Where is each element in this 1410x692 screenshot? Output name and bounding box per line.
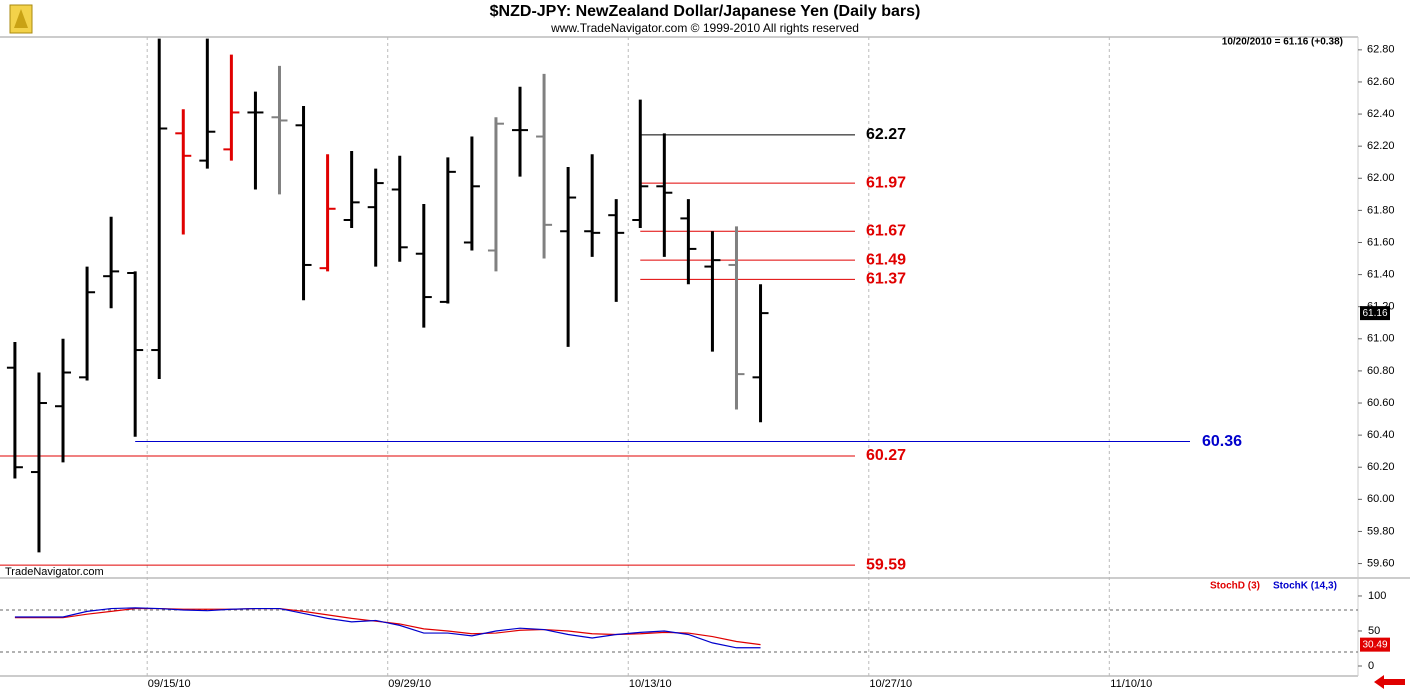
y-tick-label: 50 (1368, 625, 1380, 637)
y-tick-label: 62.60 (1367, 76, 1395, 88)
price-tag (1360, 306, 1390, 321)
legend-entry: StochD (3) (1210, 581, 1260, 592)
y-tick-label: 60.40 (1367, 429, 1395, 441)
level-label: 59.59 (866, 556, 906, 573)
y-tick-label: 61.60 (1367, 236, 1395, 248)
y-tick-label: 59.80 (1367, 525, 1395, 537)
level-label: 61.49 (866, 251, 906, 268)
y-tick-label: 62.80 (1367, 44, 1395, 56)
logo (9, 4, 33, 34)
level-label: 61.37 (866, 271, 906, 288)
watermark: TradeNavigator.com (5, 566, 104, 578)
y-tick-label: 60.20 (1367, 461, 1395, 473)
x-tick-label: 11/10/10 (1110, 678, 1152, 690)
level-label: 61.67 (866, 222, 906, 239)
y-tick-label: 60.00 (1367, 493, 1395, 505)
stoch-tag (1360, 637, 1390, 652)
y-tick-label: 62.20 (1367, 140, 1395, 152)
x-tick-label: 10/27/10 (869, 678, 912, 690)
level-label: 60.36 (1202, 433, 1242, 450)
x-tick-label: 09/15/10 (148, 678, 191, 690)
chart-title: $NZD-JPY: NewZealand Dollar/Japanese Yen… (490, 3, 921, 20)
y-tick-label: 61.40 (1367, 268, 1395, 280)
y-tick-label: 61.00 (1367, 333, 1395, 345)
y-tick-label: 59.60 (1367, 557, 1395, 569)
stoch-tag-label: 30.49 (1362, 639, 1387, 650)
annotation: 10/20/2010 = 61.16 (+0.38) (1222, 37, 1343, 48)
y-tick-label: 60.60 (1367, 397, 1395, 409)
chart-subtitle: www.TradeNavigator.com © 1999-2010 All r… (550, 21, 859, 35)
x-tick-label: 10/13/10 (629, 678, 672, 690)
y-tick-label: 60.80 (1367, 365, 1395, 377)
level-label: 61.97 (866, 174, 906, 191)
y-tick-label: 61.80 (1367, 204, 1395, 216)
y-tick-label: 62.40 (1367, 108, 1395, 120)
y-tick-label: 62.00 (1367, 172, 1395, 184)
price-tag-label: 61.16 (1362, 308, 1387, 319)
stoch-line (14, 607, 761, 649)
x-tick-label: 09/29/10 (388, 678, 431, 690)
level-label: 60.27 (866, 447, 906, 464)
scroll-arrow[interactable] (1374, 675, 1405, 689)
y-tick-label: 100 (1368, 590, 1386, 602)
y-tick-label: 0 (1368, 660, 1374, 672)
level-label: 62.27 (866, 126, 906, 143)
legend-entry: StochK (14,3) (1273, 581, 1337, 592)
